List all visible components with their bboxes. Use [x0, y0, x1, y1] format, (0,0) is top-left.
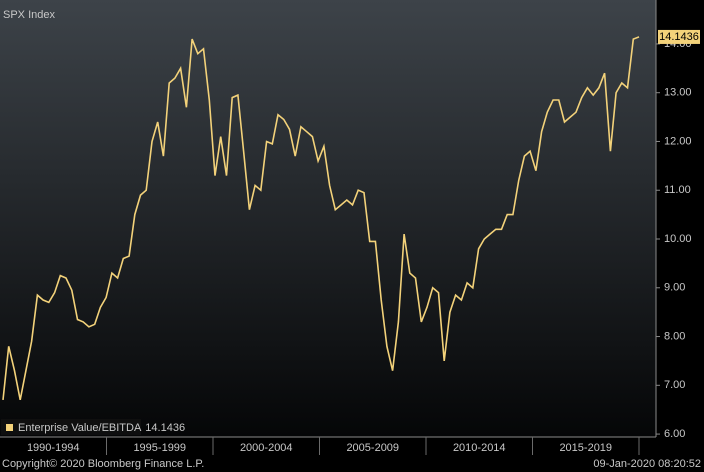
series-line: [2, 36, 640, 401]
x-tick-label: 2010-2014: [453, 442, 506, 454]
y-tick-label: 13.00: [664, 87, 692, 99]
last-value-tag: [658, 29, 700, 44]
legend-value: 14.1436: [145, 422, 185, 434]
legend-swatch: [6, 424, 13, 431]
legend-name: Enterprise Value/EBITDA: [18, 422, 142, 434]
legend-box: [1, 419, 141, 435]
y-tick-label: 10.00: [664, 233, 692, 245]
y-tick-label: 11.00: [664, 184, 691, 196]
y-tick-label: 6.00: [664, 428, 685, 440]
y-tick-label: 9.00: [664, 282, 685, 294]
chart-title: SPX Index: [3, 9, 55, 21]
x-tick-label: 2000-2004: [240, 442, 293, 454]
last-value-label: 14.1436: [659, 31, 699, 43]
x-tick-label: 2015-2019: [559, 442, 612, 454]
y-tick-label: 7.00: [664, 379, 685, 391]
y-tick-label: 8.00: [664, 330, 685, 342]
legend-label: Enterprise Value/EBITDA 14.1436: [18, 422, 185, 434]
x-tick-label: 1990-1994: [27, 442, 80, 454]
x-tick-label: 2005-2009: [346, 442, 399, 454]
footer-right: 09-Jan-2020 08:20:52: [593, 458, 701, 470]
y-tick-label: 12.00: [664, 135, 692, 147]
x-tick-label: 1995-1999: [133, 442, 186, 454]
footer-left: Copyright© 2020 Bloomberg Finance L.P.: [2, 458, 204, 470]
plot-area: [0, 0, 656, 437]
